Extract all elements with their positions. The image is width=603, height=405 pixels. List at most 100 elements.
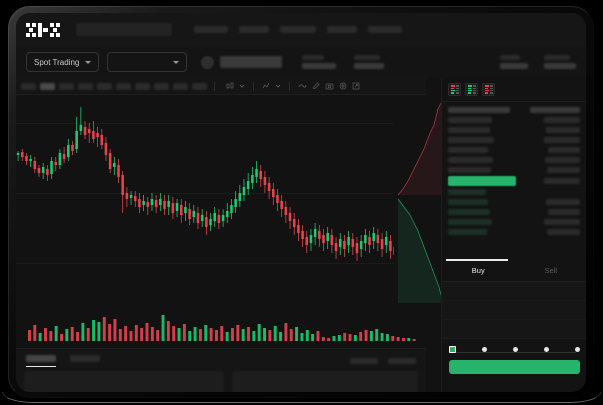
chevron-down-icon bbox=[173, 60, 180, 64]
orderbook-ask-row[interactable] bbox=[442, 115, 586, 125]
orderbook-view-bids-icon[interactable] bbox=[465, 83, 478, 96]
orderbook-view-both-icon[interactable] bbox=[448, 83, 461, 96]
indicators-icon[interactable] bbox=[262, 82, 270, 90]
toolbar-divider bbox=[214, 81, 215, 91]
depth-series bbox=[397, 95, 441, 303]
timeframe-button-9[interactable] bbox=[173, 82, 188, 90]
timeframe-button-3[interactable] bbox=[59, 82, 74, 90]
orderbook-view-asks-icon[interactable] bbox=[482, 83, 495, 96]
timeframe-button-8[interactable] bbox=[154, 82, 169, 90]
market-info-bar: Spot Trading bbox=[16, 46, 586, 78]
price-field[interactable] bbox=[442, 282, 586, 301]
bottom-card-right[interactable] bbox=[232, 371, 418, 392]
orderbook-bid-row[interactable] bbox=[442, 207, 586, 217]
panel-action-1[interactable] bbox=[350, 358, 378, 364]
orderbook-bid-row[interactable] bbox=[442, 217, 586, 227]
candlestick-series bbox=[16, 107, 426, 269]
orderbook-rows[interactable] bbox=[442, 102, 586, 252]
global-search-input[interactable] bbox=[76, 23, 172, 36]
nav-item-5[interactable] bbox=[368, 26, 402, 33]
slider-stop-50[interactable] bbox=[513, 347, 518, 352]
volume-chart[interactable] bbox=[16, 303, 426, 348]
toolbar-divider bbox=[289, 81, 290, 91]
market-stat bbox=[302, 55, 337, 69]
chart-gridline bbox=[16, 263, 426, 264]
orderbook-header bbox=[442, 78, 586, 102]
market-depth-chart[interactable] bbox=[394, 95, 441, 303]
orders-panel-cards bbox=[16, 367, 426, 392]
pencil-icon[interactable] bbox=[312, 82, 320, 90]
chevron-down-icon[interactable] bbox=[239, 83, 245, 89]
settings-icon[interactable] bbox=[339, 82, 347, 90]
chevron-down-icon bbox=[85, 60, 92, 64]
nav-item-4[interactable] bbox=[327, 26, 357, 33]
slider-stops bbox=[449, 346, 580, 353]
market-stat bbox=[544, 55, 576, 69]
timeframe-button-1[interactable] bbox=[21, 82, 36, 90]
coin-icon bbox=[201, 55, 215, 69]
buy-sell-tabs: Buy Sell bbox=[442, 260, 586, 282]
pair-display[interactable] bbox=[201, 55, 283, 69]
slider-stop-100[interactable] bbox=[575, 347, 580, 352]
timeframe-button-7[interactable] bbox=[135, 82, 150, 90]
amount-field[interactable] bbox=[442, 301, 586, 320]
okx-logo[interactable] bbox=[26, 22, 60, 37]
candlestick-chart[interactable] bbox=[16, 95, 426, 303]
orderbook-column-header bbox=[442, 105, 586, 115]
trading-mode-select[interactable]: Spot Trading bbox=[26, 52, 100, 72]
bottom-card-left[interactable] bbox=[24, 371, 224, 392]
slider-handle[interactable] bbox=[449, 346, 456, 353]
amount-slider[interactable] bbox=[442, 339, 586, 353]
orderbook-current-price bbox=[442, 175, 586, 187]
orderbook-ask-row[interactable] bbox=[442, 125, 586, 135]
timeframe-button-6[interactable] bbox=[116, 82, 131, 90]
slider-stop-75[interactable] bbox=[544, 347, 549, 352]
orderbook-bid-row[interactable] bbox=[442, 187, 586, 197]
slider-stop-25[interactable] bbox=[482, 347, 487, 352]
orders-panel bbox=[16, 348, 426, 392]
line-tool-icon[interactable] bbox=[298, 82, 307, 90]
trade-form: Buy Sell bbox=[442, 260, 586, 374]
orders-panel-tabs bbox=[16, 349, 426, 367]
tab-open-orders[interactable] bbox=[26, 355, 56, 367]
chart-tool-icons bbox=[226, 81, 360, 91]
tab-sell[interactable]: Sell bbox=[544, 266, 557, 275]
trading-pair-select[interactable] bbox=[107, 52, 188, 72]
orderbook-ask-row[interactable] bbox=[442, 145, 586, 155]
panel-action-2[interactable] bbox=[388, 358, 416, 364]
nav-menu bbox=[194, 26, 402, 33]
chart-gridline bbox=[16, 123, 426, 124]
orders-panel-actions bbox=[350, 358, 416, 364]
nav-item-1[interactable] bbox=[194, 26, 228, 33]
timeframe-button-4[interactable] bbox=[78, 82, 93, 90]
timeframe-button-2[interactable] bbox=[40, 82, 55, 90]
nav-item-2[interactable] bbox=[239, 26, 269, 33]
market-stats-secondary bbox=[500, 55, 576, 69]
market-stat bbox=[354, 55, 385, 69]
orderbook-ask-row[interactable] bbox=[442, 135, 586, 145]
candlestick-chart-icon[interactable] bbox=[226, 82, 234, 90]
market-stat bbox=[500, 55, 528, 69]
total-field[interactable] bbox=[442, 320, 586, 339]
tab-order-history[interactable] bbox=[70, 355, 100, 367]
trading-mode-label: Spot Trading bbox=[34, 57, 80, 67]
chevron-down-icon[interactable] bbox=[275, 83, 281, 89]
orderbook-bid-row[interactable] bbox=[442, 197, 586, 207]
place-buy-order-button[interactable] bbox=[449, 360, 580, 374]
slider-track bbox=[453, 352, 576, 353]
tab-buy[interactable]: Buy bbox=[442, 260, 515, 281]
orderbook-ask-row[interactable] bbox=[442, 165, 586, 175]
market-stats bbox=[302, 55, 385, 69]
camera-icon[interactable] bbox=[325, 82, 334, 90]
nav-item-3[interactable] bbox=[280, 26, 316, 33]
timeframe-button-10[interactable] bbox=[192, 82, 207, 90]
orderbook-ask-row[interactable] bbox=[442, 155, 586, 165]
toolbar-divider bbox=[253, 81, 254, 91]
pair-name-label bbox=[220, 56, 283, 68]
chart-gridline bbox=[16, 193, 426, 194]
fullscreen-icon[interactable] bbox=[352, 82, 360, 90]
volume-series bbox=[28, 315, 416, 341]
orderbook-bid-row[interactable] bbox=[442, 227, 586, 237]
timeframe-button-5[interactable] bbox=[97, 82, 112, 90]
